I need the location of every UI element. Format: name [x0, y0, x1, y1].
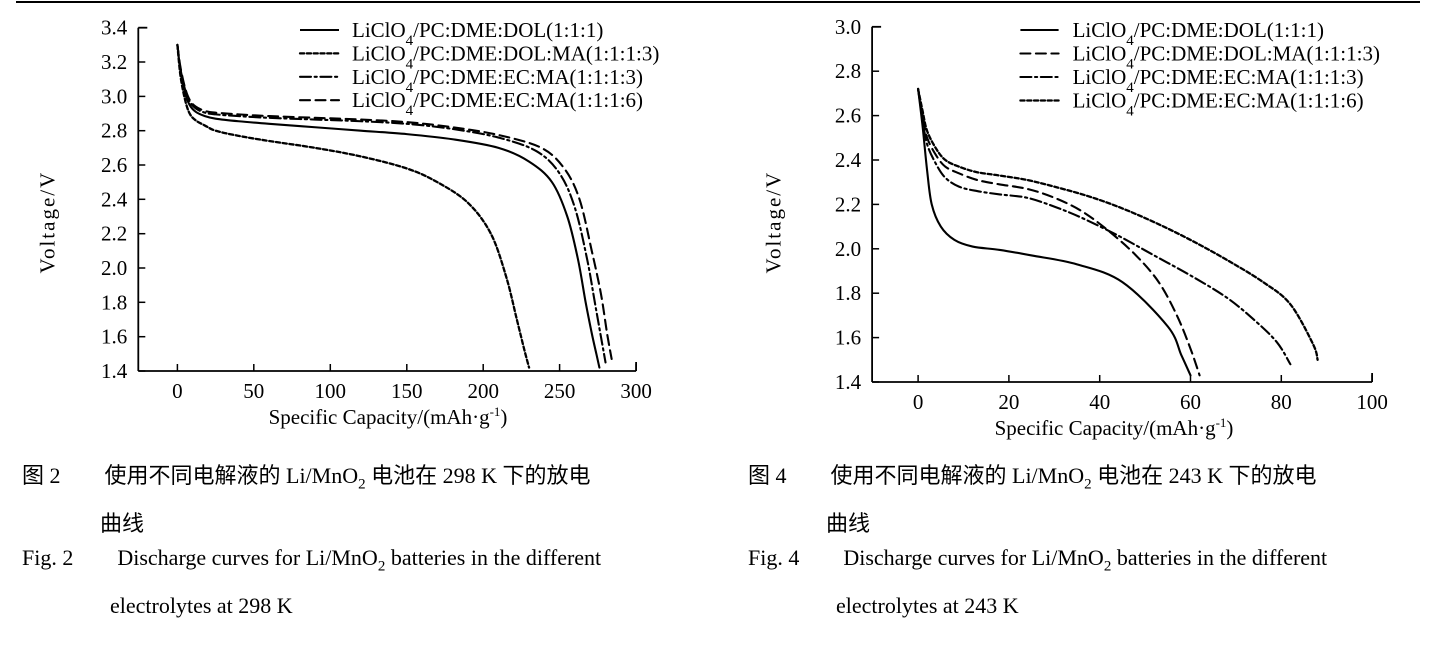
svg-text:2.6: 2.6: [101, 153, 127, 177]
svg-text:LiClO4/PC:DME:EC:MA(1:1:1:6): LiClO4/PC:DME:EC:MA(1:1:1:6): [1073, 89, 1364, 120]
svg-text:150: 150: [391, 379, 423, 403]
svg-text:3.0: 3.0: [835, 15, 861, 39]
svg-text:0: 0: [172, 379, 183, 403]
svg-text:50: 50: [243, 379, 264, 403]
svg-text:200: 200: [467, 379, 499, 403]
svg-text:1.4: 1.4: [835, 370, 862, 394]
svg-text:2.6: 2.6: [835, 104, 861, 128]
svg-text:1.4: 1.4: [101, 359, 128, 383]
svg-text:60: 60: [1180, 390, 1201, 414]
svg-text:3.4: 3.4: [101, 16, 128, 40]
svg-text:LiClO4/PC:DME:EC:MA(1:1:1:6): LiClO4/PC:DME:EC:MA(1:1:1:6): [352, 88, 643, 119]
svg-text:3.2: 3.2: [101, 50, 127, 74]
svg-text:300: 300: [620, 379, 652, 403]
svg-text:2.8: 2.8: [835, 59, 861, 83]
svg-text:1.8: 1.8: [835, 281, 861, 305]
svg-text:250: 250: [544, 379, 576, 403]
svg-text:1.8: 1.8: [101, 290, 127, 314]
svg-text:100: 100: [1356, 390, 1388, 414]
svg-text:100: 100: [315, 379, 347, 403]
svg-text:2.4: 2.4: [101, 187, 128, 211]
svg-text:3.0: 3.0: [101, 84, 127, 108]
svg-text:80: 80: [1271, 390, 1292, 414]
svg-text:2.4: 2.4: [835, 148, 862, 172]
svg-text:40: 40: [1089, 390, 1110, 414]
svg-text:1.6: 1.6: [835, 326, 861, 350]
svg-text:2.2: 2.2: [101, 222, 127, 246]
svg-text:0: 0: [913, 390, 924, 414]
svg-text:20: 20: [998, 390, 1019, 414]
svg-text:1.6: 1.6: [101, 325, 127, 349]
svg-text:2.0: 2.0: [835, 237, 861, 261]
svg-text:2.8: 2.8: [101, 119, 127, 143]
svg-text:2.0: 2.0: [101, 256, 127, 280]
svg-text:2.2: 2.2: [835, 192, 861, 216]
